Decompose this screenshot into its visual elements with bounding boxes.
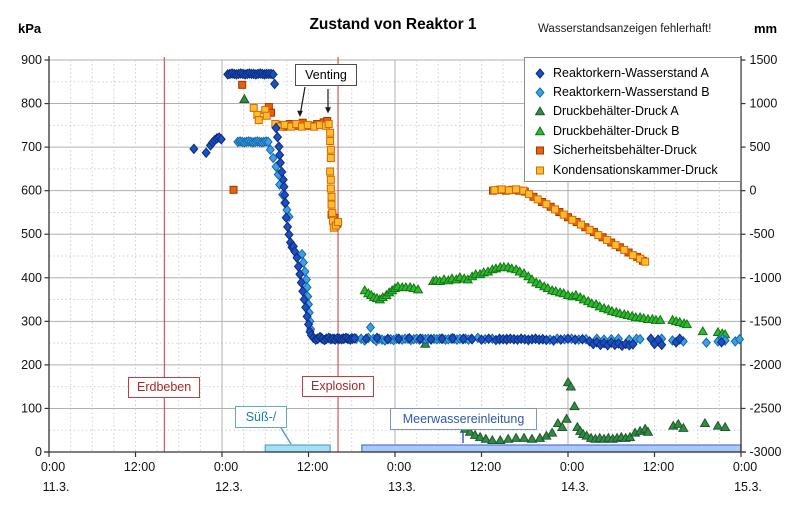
chart-title: Zustand von Reaktor 1 — [309, 16, 477, 33]
legend-label: Reaktorkern-Wasserstand B — [553, 85, 710, 100]
tick-label: 0:00 — [560, 460, 584, 474]
square-marker-icon — [536, 146, 544, 155]
tick-label: 12:00 — [124, 460, 155, 474]
tick-label: 0:00 — [733, 460, 757, 474]
tick-label: 14.3. — [561, 480, 589, 494]
tick-label: 15.3. — [734, 480, 762, 494]
tick-label: 700 — [21, 140, 42, 154]
faulty-gauges-note: Wasserstandsanzeigen fehlerhaft! — [538, 23, 712, 35]
legend-item-kk: Kondensationskammer-Druck — [534, 160, 740, 179]
tick-label: 1500 — [750, 53, 778, 67]
diamond-marker-icon — [535, 87, 545, 98]
tick-label: 900 — [21, 53, 42, 67]
tick-label: 11.3. — [43, 480, 70, 494]
tick-label: 12.3. — [215, 480, 243, 494]
tick-label: 13.3. — [388, 480, 416, 494]
venting-annotation: Venting — [295, 64, 357, 86]
seawater-bar — [361, 444, 742, 453]
seawater-annotation: Meerwassereinleitung — [390, 408, 537, 430]
legend-label: Druckbehälter-Druck B — [553, 123, 680, 138]
tick-label: -3000 — [750, 445, 782, 459]
tick-label: 12:00 — [643, 460, 674, 474]
right-axis-unit-label: mm — [754, 21, 778, 36]
tick-label: -1000 — [750, 271, 782, 285]
earthquake-annotation: Erdbeben — [128, 377, 201, 398]
tick-label: 12:00 — [470, 460, 501, 474]
freshwater-annotation: Süß-/ — [235, 406, 287, 428]
tick-label: 600 — [21, 184, 42, 198]
bar-callouts — [280, 427, 464, 445]
legend-item-db-b: Druckbehälter-Druck B — [534, 121, 740, 140]
venting-arrows — [297, 86, 331, 117]
series-kk — [249, 103, 650, 266]
legend: Reaktorkern-Wasserstand A Reaktorkern-Was… — [524, 57, 741, 182]
tick-label: 0:00 — [41, 460, 65, 474]
tick-label: 800 — [21, 97, 42, 111]
triangle-marker-icon — [534, 125, 546, 136]
freshwater-bar — [264, 444, 331, 453]
series-db-b — [359, 261, 731, 339]
legend-item-db-a: Druckbehälter-Druck A — [534, 102, 740, 121]
explosion-annotation: Explosion — [302, 376, 375, 397]
square-marker-icon — [536, 166, 544, 175]
tick-label: -2500 — [750, 401, 782, 415]
tick-label: 1000 — [750, 97, 778, 111]
diamond-marker-icon — [535, 67, 545, 79]
legend-label: Reaktorkern-Wasserstand A — [553, 65, 709, 80]
axes: 9008007006005004003002001000150010005000… — [21, 53, 781, 494]
series-wl-a — [189, 68, 727, 352]
tick-label: 12:00 — [297, 460, 328, 474]
left-axis-unit-label: kPa — [18, 21, 42, 36]
tick-label: 0:00 — [387, 460, 411, 474]
legend-item-wl-b: Reaktorkern-Wasserstand B — [534, 82, 740, 101]
legend-label: Sicherheitsbehälter-Druck — [553, 143, 697, 158]
tick-label: 500 — [750, 140, 771, 154]
legend-item-sb: Sicherheitsbehälter-Druck — [534, 141, 740, 160]
tick-label: 300 — [21, 314, 42, 328]
triangle-marker-icon — [534, 106, 546, 116]
legend-item-wl-a: Reaktorkern-Wasserstand A — [534, 63, 740, 82]
injection-bars — [264, 444, 742, 453]
tick-label: 400 — [21, 271, 42, 285]
tick-label: -1500 — [750, 314, 782, 328]
tick-label: -2000 — [750, 358, 782, 372]
tick-label: 0 — [35, 445, 42, 459]
legend-label: Druckbehälter-Druck A — [553, 104, 679, 119]
tick-label: 0:00 — [214, 460, 238, 474]
tick-label: 200 — [21, 358, 42, 372]
legend-label: Kondensationskammer-Druck — [553, 162, 718, 177]
tick-label: 500 — [21, 227, 42, 241]
tick-label: -500 — [750, 227, 775, 241]
tick-label: 100 — [21, 401, 42, 415]
tick-label: 0 — [750, 184, 757, 198]
